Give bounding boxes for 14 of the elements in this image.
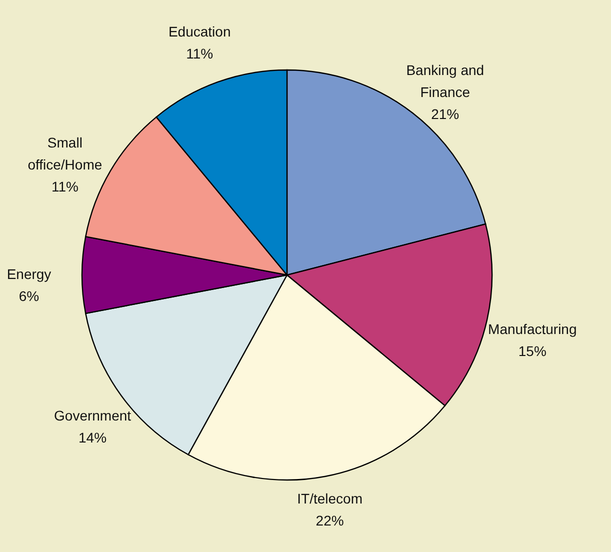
data-label: 14% [78,429,107,446]
slice-label: Banking and Finance [406,62,484,100]
data-label: 21% [431,106,460,122]
data-label: 6% [18,288,40,304]
data-label: 22% [316,512,344,528]
slice-label: IT/telecom [297,490,362,506]
data-label: 11% [186,45,214,62]
data-label: 11% [51,178,78,195]
slice-label: Education [168,23,231,40]
slice-label: Government [54,407,132,424]
slice-label: Small office/Home [28,134,102,173]
slice-label: Energy [6,266,52,282]
slice-label: Manufacturing [488,320,577,337]
data-label: 15% [518,342,546,359]
